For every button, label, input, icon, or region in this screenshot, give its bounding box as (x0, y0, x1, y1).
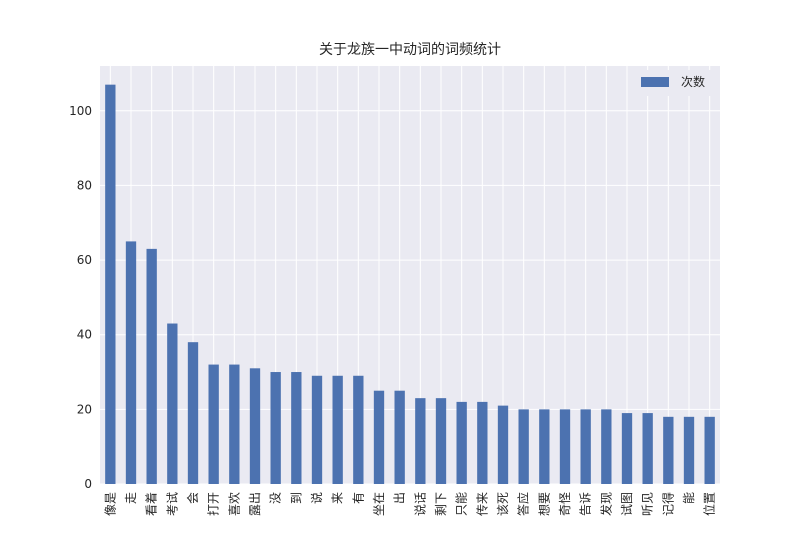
chart-title: 关于龙族一中动词的词频统计 (319, 42, 501, 58)
bar-奇怪 (559, 409, 571, 484)
bar-来 (332, 375, 343, 484)
bar-露出 (249, 368, 261, 484)
bar-走 (125, 241, 137, 484)
x-tick-label: 听见 (641, 492, 655, 516)
x-tick-label: 试图 (619, 492, 634, 516)
y-tick-label: 40 (77, 328, 92, 342)
bar-没 (270, 372, 281, 484)
bar-想要 (539, 409, 550, 484)
x-tick-label: 来 (331, 492, 345, 504)
x-tick-label: 会 (186, 492, 200, 504)
bar-传来 (477, 401, 488, 484)
x-tick-label: 位置 (702, 492, 717, 516)
bar-坐在 (373, 390, 385, 484)
bar-说 (311, 375, 323, 484)
x-tick-label: 传来 (474, 492, 489, 516)
x-tick-label: 露出 (248, 492, 262, 516)
x-tick-label: 出 (393, 492, 407, 504)
x-tick-label: 走 (124, 492, 138, 504)
bar-能 (683, 416, 695, 484)
x-tick-label: 到 (289, 492, 303, 504)
bar-只能 (456, 401, 467, 484)
y-tick-label: 20 (77, 402, 92, 416)
x-tick-label: 说 (309, 492, 324, 504)
bar-告诉 (580, 409, 591, 484)
bar-剩下 (435, 398, 447, 484)
x-tick-label: 考试 (164, 492, 179, 516)
y-tick-label: 100 (69, 104, 92, 118)
bar-该死 (497, 405, 509, 484)
x-tick-label: 想要 (536, 492, 551, 516)
bar-说话 (415, 398, 426, 484)
x-tick-label: 有 (351, 492, 365, 504)
bar-出 (394, 390, 405, 484)
x-tick-label: 告诉 (579, 492, 593, 516)
y-tick-label: 80 (77, 178, 92, 192)
bar-有 (353, 375, 364, 484)
x-tick-label: 答应 (516, 492, 531, 516)
x-tick-label: 坐在 (372, 492, 386, 516)
legend-box (632, 70, 714, 96)
x-tick-label: 看着 (144, 492, 159, 516)
legend-label: 次数 (681, 74, 705, 89)
x-tick-label: 发现 (598, 492, 613, 516)
bar-答应 (518, 409, 529, 484)
legend: 次数 (632, 70, 714, 96)
bar-记得 (663, 416, 674, 484)
x-tick-label: 能 (682, 492, 696, 504)
bar-喜欢 (229, 364, 240, 484)
bar-发现 (601, 409, 612, 484)
x-axis-ticks: 像是走看着 考试会打开 喜欢 露出没到说来有坐在出说话 剩下 只能 传来 该死 答应 想要 奇怪 告诉… (103, 492, 716, 516)
x-tick-label: 记得 (660, 492, 675, 516)
bar-看着 (146, 248, 157, 484)
x-tick-label: 像是 (103, 492, 117, 516)
x-tick-label: 只能 (455, 492, 469, 516)
x-tick-label: 剩下 (434, 492, 448, 516)
y-axis-ticks: 0 20 40 60 80 100 (69, 104, 92, 491)
bar-位置 (704, 416, 715, 484)
x-tick-label: 没 (268, 492, 283, 504)
bar-考试 (167, 323, 178, 484)
y-tick-label: 60 (77, 253, 92, 267)
bar-到 (291, 372, 302, 484)
bar-听见 (642, 413, 653, 484)
x-tick-label: 该死 (496, 492, 510, 516)
legend-swatch (641, 77, 669, 87)
bar-会 (187, 342, 199, 484)
x-tick-label: 说话 (412, 492, 427, 516)
x-tick-label: 奇怪 (558, 492, 572, 516)
bar-试图 (621, 413, 633, 484)
bar-打开 (208, 364, 219, 484)
bar-像是 (105, 84, 116, 485)
x-tick-label: 打开 (207, 492, 221, 516)
y-tick-label: 0 (84, 477, 92, 491)
x-tick-label: 喜欢 (226, 492, 241, 516)
bars (105, 84, 715, 485)
plot-background (100, 66, 720, 484)
